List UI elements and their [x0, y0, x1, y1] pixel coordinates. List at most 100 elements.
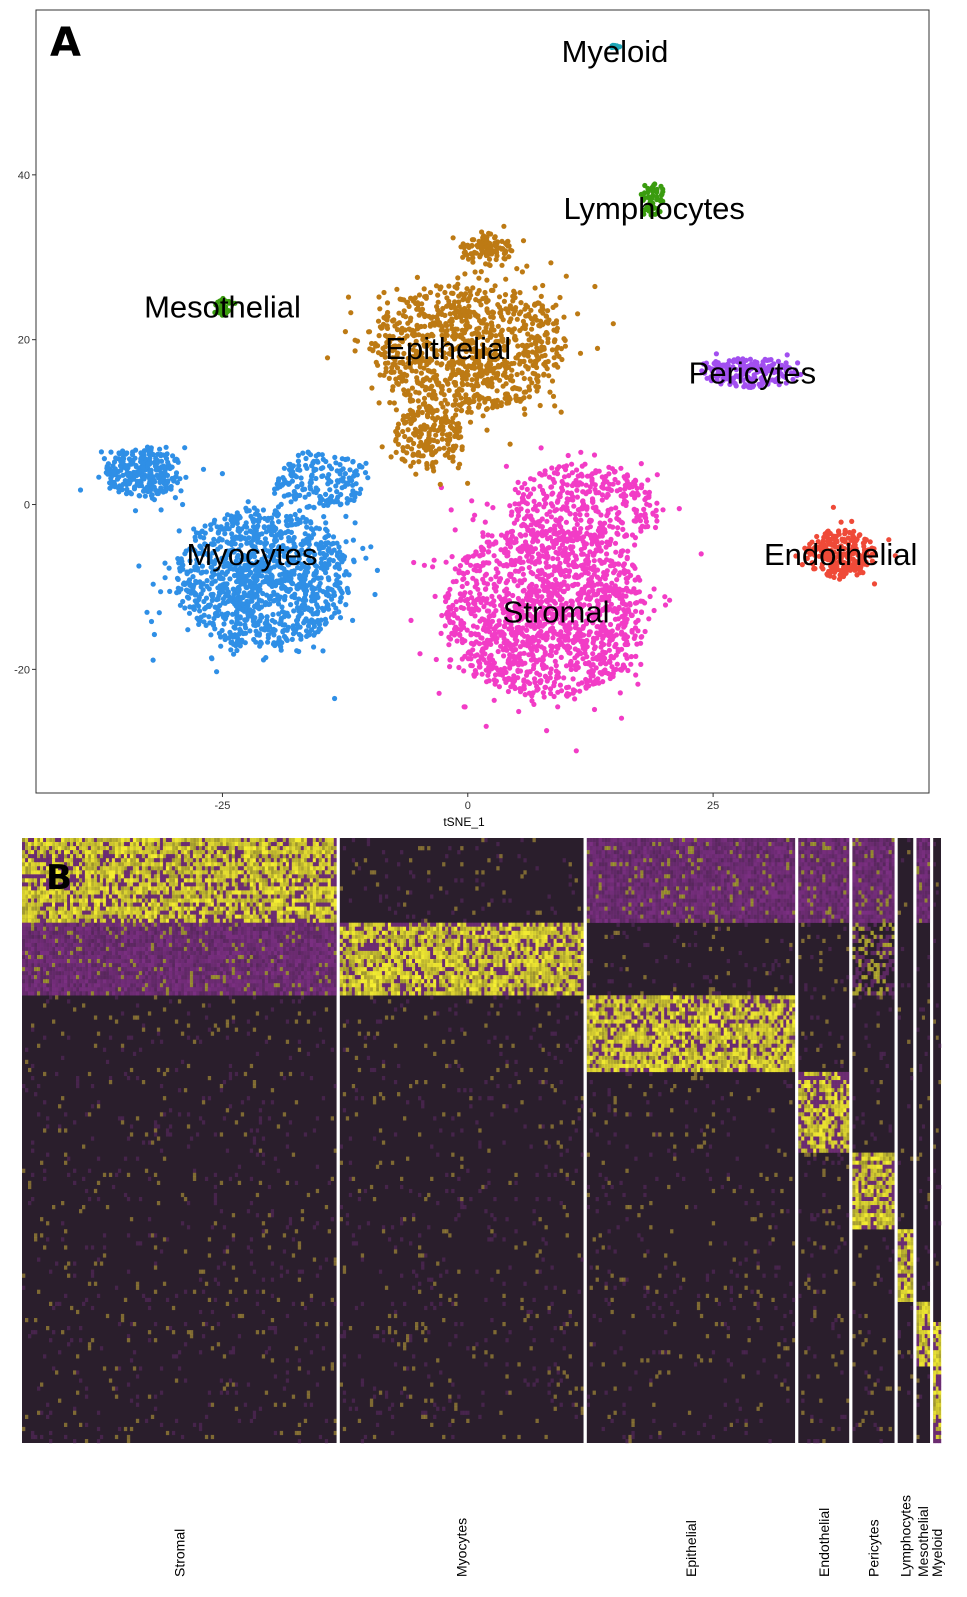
scatter-point — [416, 390, 422, 396]
scatter-point — [315, 604, 321, 610]
scatter-point — [182, 445, 188, 451]
scatter-point — [521, 395, 527, 401]
scatter-point — [537, 471, 543, 477]
scatter-point — [460, 624, 467, 631]
scatter-point — [264, 574, 270, 580]
scatter-point — [550, 321, 557, 327]
scatter-point — [245, 499, 251, 505]
scatter-point — [643, 519, 650, 525]
scatter-point — [402, 414, 408, 420]
scatter-point — [429, 437, 435, 443]
scatter-point — [395, 421, 402, 427]
scatter-point — [377, 306, 383, 312]
scatter-point — [430, 460, 436, 466]
scatter-point — [525, 494, 532, 500]
scatter-point — [505, 541, 511, 547]
scatter-point — [492, 234, 498, 240]
scatter-point — [456, 303, 462, 309]
scatter-point — [152, 463, 158, 469]
scatter-point — [279, 531, 285, 537]
scatter-point — [415, 409, 421, 415]
scatter-point — [448, 657, 454, 663]
scatter-point — [584, 654, 590, 660]
scatter-point — [602, 527, 608, 533]
scatter-point — [503, 391, 510, 397]
scatter-point — [136, 563, 142, 569]
scatter-point — [427, 385, 433, 391]
scatter-point — [585, 489, 591, 495]
scatter-point — [456, 568, 462, 574]
scatter-point — [441, 392, 447, 398]
scatter-point — [504, 530, 510, 536]
scatter-point — [433, 377, 439, 383]
scatter-point — [420, 401, 426, 407]
scatter-point — [148, 445, 154, 451]
scatter-point — [138, 459, 144, 465]
scatter-point — [401, 387, 407, 393]
scatter-point — [462, 271, 468, 277]
scatter-point — [344, 496, 350, 502]
scatter-point — [158, 507, 164, 513]
scatter-point — [343, 539, 349, 545]
scatter-point — [523, 322, 529, 328]
scatter-point — [511, 360, 517, 366]
scatter-point — [475, 383, 481, 389]
scatter-point — [287, 461, 293, 467]
scatter-point — [551, 470, 558, 476]
scatter-point — [461, 668, 467, 674]
scatter-point — [372, 591, 378, 598]
scatter-point — [191, 526, 197, 532]
scatter-point — [557, 682, 564, 688]
scatter-point — [544, 633, 550, 639]
scatter-point — [330, 558, 336, 564]
scatter-point — [422, 294, 428, 300]
scatter-point — [481, 580, 487, 586]
scatter-point — [294, 516, 300, 522]
scatter-point — [541, 344, 547, 351]
scatter-point — [208, 526, 214, 533]
scatter-point — [578, 517, 584, 523]
scatter-point — [263, 655, 269, 661]
scatter-point — [539, 524, 546, 530]
scatter-point — [531, 498, 537, 504]
scatter-point — [409, 446, 415, 452]
scatter-point — [467, 590, 473, 596]
scatter-point — [617, 690, 623, 696]
scatter-point — [572, 553, 578, 559]
scatter-point — [459, 444, 465, 450]
scatter-point — [254, 632, 260, 638]
scatter-point — [533, 341, 539, 347]
scatter-point — [300, 487, 306, 493]
scatter-point — [405, 427, 411, 433]
scatter-point — [642, 524, 649, 530]
scatter-point — [159, 464, 165, 470]
scatter-point — [488, 576, 494, 582]
scatter-point — [553, 549, 559, 556]
scatter-point — [557, 642, 563, 648]
scatter-point — [422, 387, 429, 393]
scatter-point — [529, 693, 535, 699]
scatter-point — [467, 288, 473, 295]
scatter-point — [613, 505, 619, 511]
scatter-point — [452, 527, 458, 533]
scatter-point — [528, 307, 534, 313]
scatter-point — [319, 496, 325, 503]
scatter-point — [493, 256, 499, 263]
scatter-point — [150, 451, 156, 458]
scatter-point — [633, 510, 639, 516]
scatter-point — [465, 480, 471, 486]
scatter-point — [464, 627, 470, 633]
scatter-point — [411, 440, 417, 447]
scatter-point — [625, 667, 631, 674]
scatter-point — [108, 449, 114, 455]
scatter-point — [652, 524, 659, 531]
scatter-point — [469, 242, 475, 249]
scatter-point — [498, 532, 505, 538]
scatter-point — [434, 407, 440, 413]
scatter-point — [527, 376, 533, 382]
scatter-point — [221, 621, 227, 627]
scatter-point — [243, 530, 249, 536]
scatter-point — [538, 644, 545, 650]
scatter-point — [448, 507, 454, 513]
scatter-point — [257, 515, 263, 521]
